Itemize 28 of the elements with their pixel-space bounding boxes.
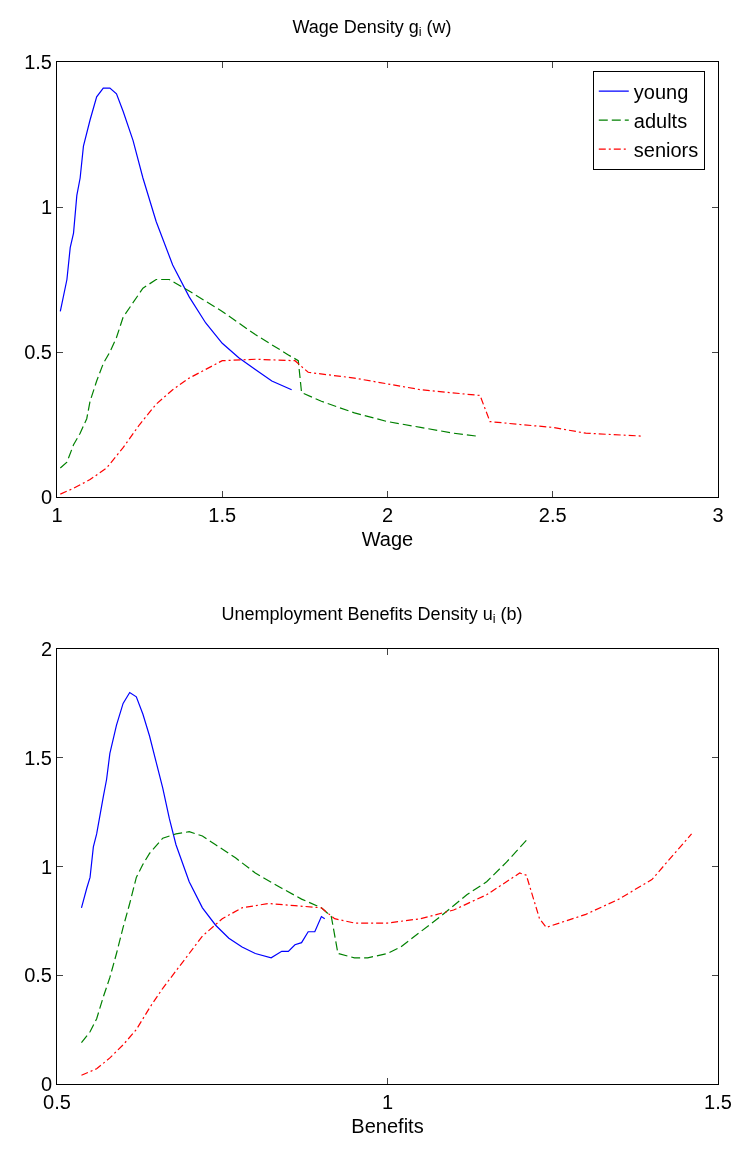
- x-tick-label: 2: [381, 504, 394, 526]
- y-tick-label: 1: [40, 855, 52, 878]
- y-tick-label: 0: [40, 486, 52, 508]
- line-series: [80, 691, 326, 959]
- y-tick-label: 1.5: [24, 51, 52, 73]
- x-tick-label: 1: [381, 1091, 394, 1113]
- x-tick-label: 3: [712, 504, 724, 526]
- chart-title: Unemployment Benefits Density u$_{i}$ (b): [221, 603, 523, 627]
- line-series: [59, 358, 643, 495]
- y-tick-label: 0.5: [24, 341, 52, 363]
- y-tick-label: 1.5: [24, 746, 52, 769]
- y-tick-label: 1: [40, 196, 52, 218]
- x-tick-label: 2.5: [538, 504, 567, 526]
- line-series: [80, 833, 693, 1076]
- y-tick-label: 2: [40, 638, 52, 660]
- x-tick-label: 1.5: [208, 504, 237, 526]
- legend-label: adults: [633, 110, 688, 132]
- x-tick-label: 1.5: [704, 1091, 732, 1113]
- x-axis-title: Wage: [361, 527, 414, 550]
- y-tick-label: 0.5: [24, 964, 52, 987]
- line-series: [80, 831, 527, 1044]
- legend-label: seniors: [633, 139, 699, 161]
- chart-title: Wage Density g$_{i}$ (w): [292, 16, 452, 40]
- line-series: [59, 278, 478, 469]
- legend-label: young: [633, 81, 689, 103]
- y-tick-label: 0: [40, 1073, 52, 1095]
- x-axis-title: Benefits: [351, 1114, 424, 1137]
- line-series: [59, 87, 293, 391]
